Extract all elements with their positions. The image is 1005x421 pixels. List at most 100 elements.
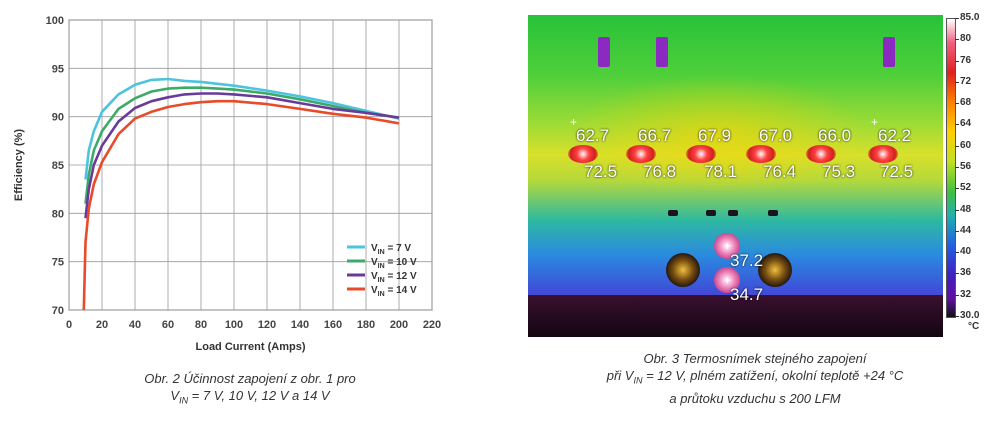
component-shape xyxy=(758,253,792,287)
temp-label-bottom: 76.4 xyxy=(763,162,797,181)
y-tick-label: 90 xyxy=(52,112,64,124)
series-line-0 xyxy=(84,77,400,180)
legend-entry-2: VIN = 12 V xyxy=(371,271,417,284)
caption-right-v: při V xyxy=(606,368,634,383)
hotspot xyxy=(806,145,836,163)
x-tick-label: 140 xyxy=(291,319,309,331)
temp-label-bottom: 76.8 xyxy=(643,162,677,181)
component-shape xyxy=(666,253,700,287)
colorbar-tick xyxy=(955,252,959,254)
measure-marker: + xyxy=(724,273,732,287)
colorbar-unit: °C xyxy=(968,321,980,332)
x-tick-label: 200 xyxy=(390,319,408,331)
component-shape xyxy=(714,233,740,259)
component-shape xyxy=(714,267,740,293)
x-tick-label: 80 xyxy=(195,319,207,331)
colorbar-tick-label: 72 xyxy=(960,75,972,87)
caption-left-sub: IN xyxy=(179,395,189,406)
caption-left-v: V xyxy=(170,388,180,403)
caption-right-sub: IN xyxy=(633,375,643,386)
measure-marker: + xyxy=(570,115,578,129)
colorbar-tick-label: 30.0 xyxy=(960,310,980,321)
y-tick-label: 75 xyxy=(52,257,64,269)
temp-label-bottom: 72.5 xyxy=(584,162,618,181)
colorbar-tick xyxy=(955,316,959,317)
temp-label-bottom: 72.5 xyxy=(880,162,914,181)
colorbar-tick xyxy=(955,294,959,296)
measure-marker: + xyxy=(871,115,879,129)
chart-series xyxy=(82,77,400,311)
thermal-floor xyxy=(528,295,943,337)
x-tick-label: 0 xyxy=(66,319,72,331)
hotspot xyxy=(568,145,598,163)
colorbar-tick-label: 85.0 xyxy=(960,12,980,23)
colorbar-tick xyxy=(955,39,959,41)
legend-entry-0: VIN = 7 V xyxy=(371,243,411,256)
temperature-colorbar xyxy=(946,18,956,318)
hotspot xyxy=(626,145,656,163)
x-tick-label: 40 xyxy=(129,319,141,331)
efficiency-chart: 0 20 40 60 80 100 120 140 160 180 200 220 70 75 80 85 90… xyxy=(13,15,442,353)
hotspot xyxy=(746,145,776,163)
colorbar-tick-label: 32 xyxy=(960,288,972,300)
colorbar-tick-label: 76 xyxy=(960,54,972,66)
hotspot xyxy=(868,145,898,163)
component-shape xyxy=(668,210,678,216)
colorbar-tick-label: 36 xyxy=(960,267,972,279)
series-line-2 xyxy=(84,92,400,219)
colorbar-tick-label: 80 xyxy=(960,33,972,45)
colorbar-tick xyxy=(955,188,959,190)
series-line-3 xyxy=(82,99,400,311)
colorbar-tick-label: 60 xyxy=(960,139,972,151)
y-tick-label: 95 xyxy=(52,63,64,75)
colorbar-tick xyxy=(955,18,959,19)
temp-label-bottom: 78.1 xyxy=(704,162,738,181)
chart-ticks: 0 20 40 60 80 100 120 140 160 180 200 220 70 75 80 85 90… xyxy=(46,15,442,331)
colorbar-tick xyxy=(955,230,959,232)
temp-label-top: 66.0 xyxy=(818,126,852,145)
measure-marker: + xyxy=(724,239,732,253)
component-shape xyxy=(706,210,716,216)
x-tick-label: 20 xyxy=(96,319,108,331)
colorbar-tick xyxy=(955,60,959,62)
legend-entry-3: VIN = 14 V xyxy=(371,285,417,298)
temp-label-top: 67.0 xyxy=(759,126,793,145)
caption-right: Obr. 3 Termosnímek stejného zapojení při… xyxy=(545,350,965,407)
component-shape xyxy=(883,37,895,67)
temp-label-top: 66.7 xyxy=(638,126,672,145)
x-tick-label: 180 xyxy=(357,319,375,331)
x-axis-label: Load Current (Amps) xyxy=(196,341,306,353)
caption-left: Obr. 2 Účinnost zapojení z obr. 1 pro VI… xyxy=(60,370,440,410)
temp-label-mid: 37.2 xyxy=(730,251,764,270)
caption-left-line2: VIN = 7 V, 10 V, 12 V a 14 V xyxy=(60,387,440,410)
caption-right-line1: Obr. 3 Termosnímek stejného zapojení xyxy=(643,351,867,366)
colorbar-tick-label: 68 xyxy=(960,97,972,109)
caption-left-line1: Obr. 2 Účinnost zapojení z obr. 1 pro xyxy=(144,371,356,386)
y-axis-label: Efficiency (%) xyxy=(13,129,25,201)
colorbar-tick-label: 56 xyxy=(960,161,972,172)
y-tick-label: 80 xyxy=(52,208,64,220)
caption-left-values: = 7 V, 10 V, 12 V a 14 V xyxy=(188,388,330,403)
colorbar-tick-label: 40 xyxy=(960,246,972,258)
colorbar-tick xyxy=(955,167,959,168)
chart-grid xyxy=(68,19,433,311)
colorbar-tick xyxy=(955,145,959,147)
y-tick-label: 70 xyxy=(52,305,64,317)
caption-right-conditions: = 12 V, plném zatížení, okolní teplotě +… xyxy=(642,368,904,383)
caption-right-line3: a průtoku vzduchu s 200 LFM xyxy=(669,390,841,406)
colorbar-tick-label: 48 xyxy=(960,203,972,215)
y-tick-label: 100 xyxy=(46,15,64,27)
x-tick-label: 160 xyxy=(324,319,342,331)
colorbar-tick xyxy=(955,273,959,275)
x-tick-label: 120 xyxy=(258,319,276,331)
x-tick-label: 100 xyxy=(225,319,243,331)
temp-label-top: 67.9 xyxy=(698,126,732,145)
colorbar-tick xyxy=(955,209,959,211)
temp-label-top: 62.7 xyxy=(576,126,610,145)
component-shape xyxy=(598,37,610,67)
thermal-image: + + + + 62.7 66.7 67.9 67.0 66.0 62.2 72… xyxy=(528,15,943,337)
colorbar-tick-label: 44 xyxy=(960,224,972,236)
colorbar-tick xyxy=(955,81,959,83)
temp-label-mid: 34.7 xyxy=(730,285,764,304)
